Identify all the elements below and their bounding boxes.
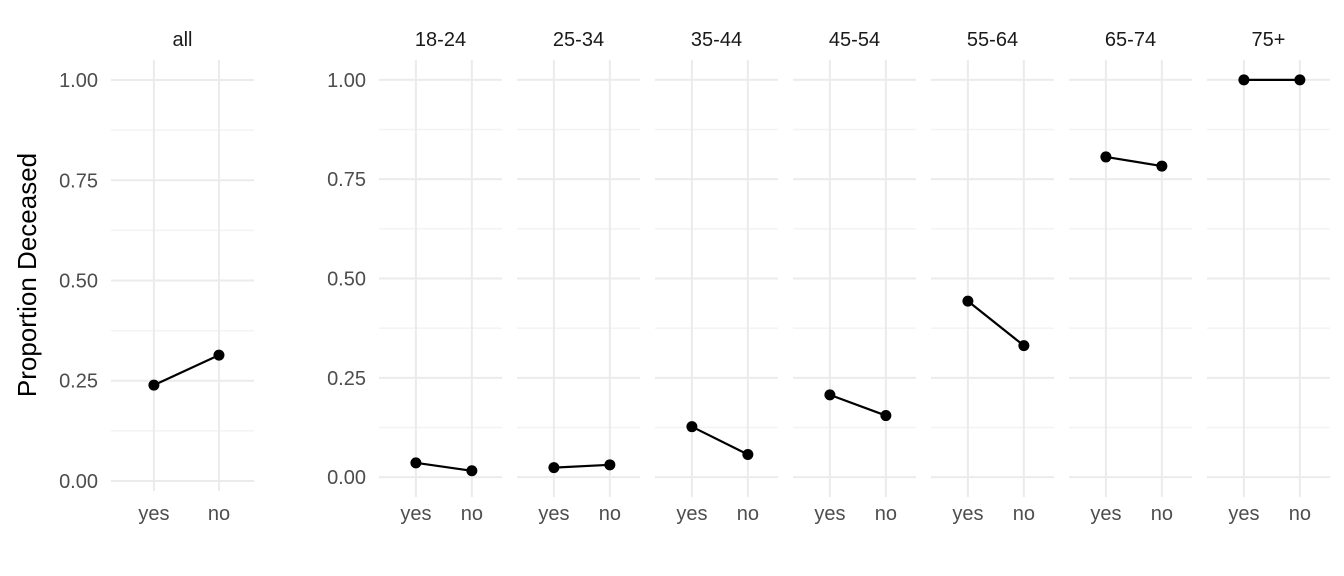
- data-point: [466, 465, 478, 477]
- x-tick-label: no: [875, 503, 897, 525]
- x-tick-label: yes: [952, 503, 983, 525]
- series-line: [691, 425, 749, 456]
- data-point: [1156, 160, 1168, 172]
- panel-title: 55-64: [967, 29, 1018, 51]
- data-point: [410, 457, 422, 469]
- y-tick-label: 0.00: [59, 471, 98, 493]
- panel-age-6: yes no 65-74: [1069, 29, 1192, 525]
- y-tick-label: 1.00: [327, 70, 366, 92]
- x-tick-label: yes: [138, 503, 169, 525]
- panel-title: 35-44: [691, 29, 742, 51]
- data-point: [213, 349, 225, 361]
- series-line: [1105, 155, 1163, 168]
- panel-title: 25-34: [553, 29, 604, 51]
- y-tick-label: 1.00: [59, 70, 98, 92]
- panel-title: all: [172, 29, 192, 51]
- data-point: [548, 462, 560, 474]
- data-point: [742, 448, 754, 460]
- x-tick-label: yes: [814, 503, 845, 525]
- x-tick-label: no: [1013, 503, 1035, 525]
- series-line: [153, 354, 220, 387]
- x-tick-label: no: [737, 503, 759, 525]
- y-tick-label: 0.75: [327, 169, 366, 191]
- x-tick-label: yes: [1090, 503, 1121, 525]
- panel-age-5: yes no 55-64: [931, 29, 1054, 525]
- x-tick-label: no: [461, 503, 483, 525]
- panel-title: 75+: [1252, 29, 1286, 51]
- data-point: [880, 410, 892, 422]
- x-tick-label: yes: [676, 503, 707, 525]
- panel-age-7: yes no 75+: [1207, 29, 1330, 525]
- y-tick-label: 0.75: [59, 170, 98, 192]
- series-line: [829, 393, 887, 417]
- data-point: [1100, 151, 1112, 163]
- x-tick-label: yes: [400, 503, 431, 525]
- x-tick-label: yes: [538, 503, 569, 525]
- x-tick-label: no: [1289, 503, 1311, 525]
- panel-age-2: yes no 25-34: [517, 29, 640, 525]
- y-tick-label: 0.25: [327, 368, 366, 390]
- y-tick-label: 0.00: [327, 467, 366, 489]
- panel-all: 0.00 0.25 0.50 0.75 1.00 yes no all: [59, 29, 254, 525]
- data-point: [1294, 74, 1306, 86]
- series-line: [553, 463, 610, 469]
- y-tick-label: 0.25: [59, 371, 98, 393]
- data-point: [962, 295, 974, 307]
- x-tick-label: no: [1151, 503, 1173, 525]
- panel-age-1: 0.00 0.25 0.50 0.75 1.00 yes no 18-24: [327, 29, 502, 525]
- data-point: [686, 421, 698, 433]
- data-point: [824, 389, 836, 401]
- panel-title: 65-74: [1105, 29, 1156, 51]
- y-tick-label: 0.50: [327, 269, 366, 291]
- series-line: [967, 300, 1025, 347]
- data-point: [1018, 340, 1030, 352]
- x-tick-label: no: [208, 503, 230, 525]
- y-tick-label: 0.50: [59, 271, 98, 293]
- y-axis-title: Proportion Deceased: [12, 153, 42, 397]
- chart-panels: 0.00 0.25 0.50 0.75 1.00 yes no all 0.00 0.25 0.50…: [59, 29, 1330, 525]
- panel-title: 45-54: [829, 29, 880, 51]
- panel-age-3: yes no 35-44: [655, 29, 778, 525]
- data-point: [604, 459, 616, 471]
- x-tick-label: no: [599, 503, 621, 525]
- panel-title: 18-24: [415, 29, 466, 51]
- x-tick-label: yes: [1228, 503, 1259, 525]
- data-point: [1238, 74, 1250, 86]
- data-point: [148, 379, 160, 391]
- panel-age-4: yes no 45-54: [793, 29, 916, 525]
- series-line: [415, 461, 473, 472]
